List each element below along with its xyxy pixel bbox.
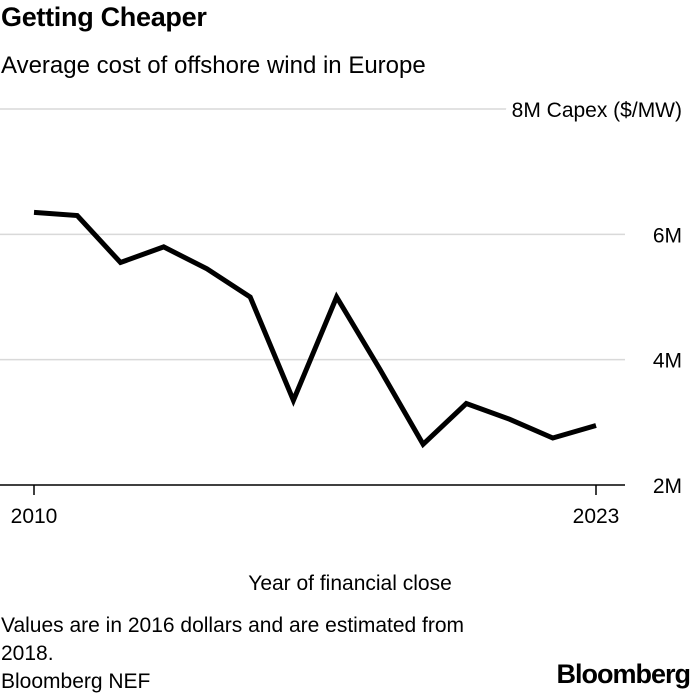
y-tick-label: 6M — [653, 224, 682, 247]
chart-subtitle: Average cost of offshore wind in Europe — [1, 52, 426, 79]
line-chart: 2M 4M 6M 8M Capex ($/MW) 2010 2023 — [0, 99, 682, 528]
x-axis-label: Year of financial close — [248, 572, 452, 595]
series-line — [33, 209, 597, 449]
chart-title: Getting Cheaper — [1, 2, 207, 32]
y-tick-label: 2M — [653, 475, 682, 498]
x-tick-label: 2010 — [11, 505, 58, 528]
footnote: Values are in 2016 dollars and are estim… — [1, 614, 465, 665]
bloomberg-logo: Bloomberg — [556, 659, 691, 689]
y-tick-label: 8M Capex ($/MW) — [512, 99, 682, 122]
x-tick-label: 2023 — [573, 505, 620, 528]
source-credit: Bloomberg NEF — [1, 670, 151, 693]
y-tick-label: 4M — [653, 350, 682, 373]
